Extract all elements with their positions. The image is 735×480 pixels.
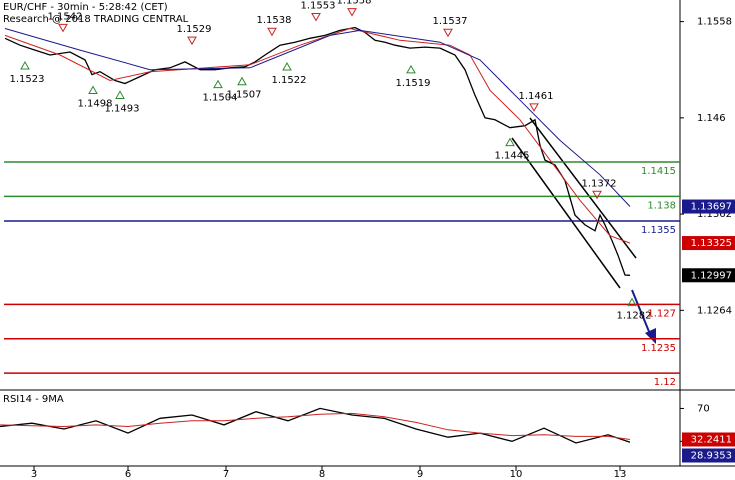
- pivot-label: 1.1282: [617, 311, 652, 322]
- pivot-label: 1.1461: [519, 91, 554, 102]
- x-tick-label: 13: [614, 469, 627, 480]
- value-box-label: 32.2411: [691, 434, 732, 445]
- value-box-label: 1.13325: [691, 238, 732, 249]
- x-tick-label: 10: [510, 469, 523, 480]
- chart-subtitle: Research @ 2018 TRADING CENTRAL: [3, 14, 189, 25]
- pivot-high: [187, 36, 197, 46]
- value-box: [682, 448, 735, 463]
- pivot-low: [213, 79, 223, 89]
- level-label: 1.127: [647, 308, 676, 319]
- pivot-low: [115, 90, 125, 99]
- x-tick-label: 9: [417, 469, 423, 480]
- series-line: [4, 28, 631, 207]
- chart-title: EUR/CHF - 30min - 5:28:42 (CET): [3, 2, 168, 13]
- y-tick-label: 1.146: [697, 113, 726, 124]
- value-box-label: 1.13697: [691, 202, 732, 213]
- pivot-label: 1.1538: [257, 15, 292, 26]
- pivot-label: 1.1372: [582, 178, 617, 189]
- pivot-low: [237, 76, 247, 86]
- pivot-label: 1.1537: [433, 16, 468, 27]
- x-tick-label: 3: [31, 469, 37, 480]
- x-tick-label: 7: [223, 469, 229, 480]
- y-tick-label: 1.1362: [697, 209, 732, 220]
- level-label: 1.1355: [641, 225, 676, 236]
- pivot-label: 1.1553: [301, 1, 336, 12]
- pivot-label: 1.1493: [105, 103, 140, 114]
- x-tick-label: 6: [125, 469, 131, 480]
- pivot-low: [20, 60, 30, 70]
- pivot-low: [505, 137, 515, 147]
- pivot-label: 1.1542: [48, 11, 83, 22]
- series-line: [0, 407, 631, 444]
- value-box: [682, 236, 735, 251]
- value-box-label: 28.9353: [691, 450, 732, 461]
- panel-title: RSI14 - 9MA: [3, 394, 64, 405]
- pivot-high: [347, 8, 357, 17]
- level-label: 1.12: [654, 377, 676, 388]
- pivot-high: [58, 23, 68, 33]
- pivot-label: 1.1504: [203, 93, 238, 104]
- level-label: 1.138: [647, 200, 676, 211]
- y-tick-label: 1.1558: [697, 17, 732, 28]
- pivot-label: 1.1507: [227, 90, 262, 101]
- pivot-label: 1.1445: [495, 151, 530, 162]
- pivot-low: [282, 61, 292, 71]
- x-tick-label: 8: [319, 469, 325, 480]
- pivot-label: 1.1519: [396, 78, 431, 89]
- pivot-label: 1.1558: [337, 0, 372, 7]
- series-line: [4, 27, 631, 244]
- pivot-label: 1.1523: [10, 74, 45, 85]
- forecast-arrow: [631, 289, 651, 335]
- pivot-low: [627, 297, 637, 307]
- pivot-low: [88, 85, 98, 95]
- pivot-high: [443, 28, 453, 38]
- level-label: 1.1415: [641, 166, 676, 177]
- pivot-label: 1.1529: [177, 24, 212, 35]
- pivot-high: [529, 103, 539, 112]
- y-tick-label: 1.1264: [697, 305, 732, 316]
- channel-line: [511, 137, 621, 289]
- pivot-label: 1.1522: [272, 75, 307, 86]
- series-line: [0, 412, 631, 440]
- pivot-label: 1.1498: [78, 99, 113, 110]
- pivot-high: [311, 13, 321, 22]
- y-tick-label: 70: [697, 403, 710, 414]
- forecast-arrow-head: [645, 328, 656, 344]
- value-box-label: 1.12997: [691, 270, 732, 281]
- pivot-high: [267, 27, 277, 37]
- pivot-high: [592, 190, 602, 200]
- channel-line: [529, 117, 637, 259]
- value-box: [682, 268, 735, 283]
- value-box: [682, 199, 735, 214]
- level-label: 1.1235: [641, 343, 676, 354]
- series-line: [4, 26, 631, 276]
- pivot-low: [406, 64, 416, 74]
- value-box: [682, 432, 735, 447]
